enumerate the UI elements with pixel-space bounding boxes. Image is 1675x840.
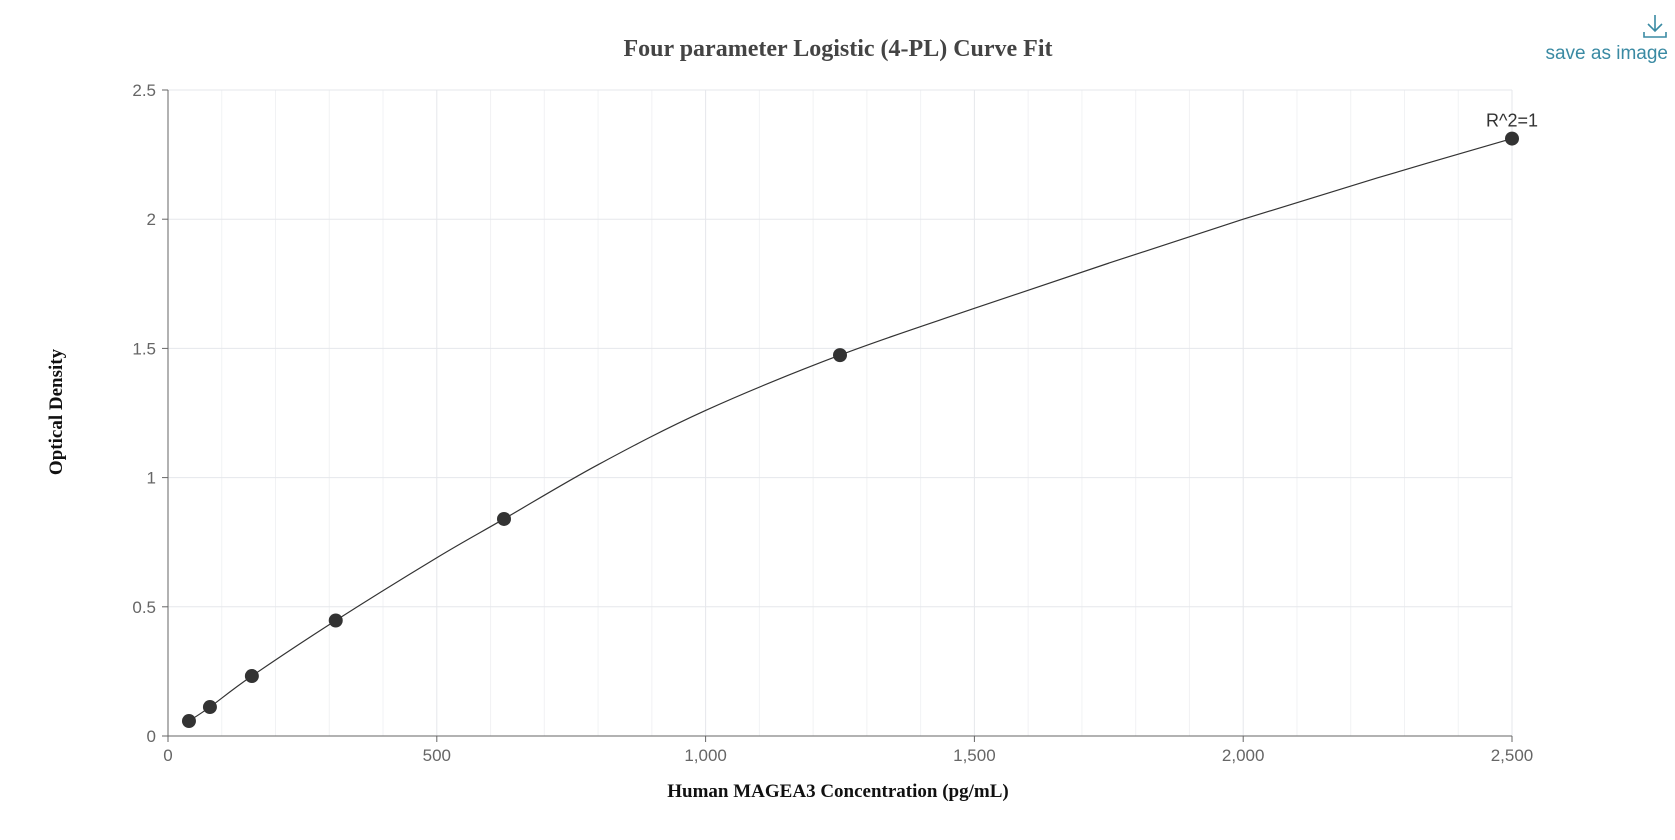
y-tick-label: 1 xyxy=(147,469,156,488)
x-axis-ticks: 0 500 1,000 1,500 2,000 2,500 xyxy=(163,736,1533,765)
data-point xyxy=(244,669,259,684)
x-tick-label: 1,000 xyxy=(684,746,727,765)
x-tick-label: 0 xyxy=(163,746,172,765)
data-point xyxy=(328,613,343,628)
y-axis-title: Optical Density xyxy=(46,348,67,475)
chart-title: Four parameter Logistic (4-PL) Curve Fit xyxy=(623,36,1052,62)
fit-curve-line xyxy=(188,138,1513,722)
minor-grid xyxy=(221,90,1459,736)
y-tick-label: 0 xyxy=(147,727,156,746)
save-as-image-label[interactable]: save as image xyxy=(1545,43,1668,64)
y-axis-ticks: 0 0.5 1 1.5 2 2.5 xyxy=(132,81,168,746)
data-points xyxy=(181,131,1519,729)
save-as-image-button[interactable]: save as image xyxy=(1545,15,1668,64)
y-tick-label: 0.5 xyxy=(132,598,156,617)
data-point xyxy=(202,700,217,715)
download-icon[interactable] xyxy=(1643,15,1667,38)
x-tick-label: 500 xyxy=(423,746,451,765)
x-tick-label: 1,500 xyxy=(953,746,996,765)
data-point xyxy=(181,714,196,729)
y-tick-label: 2 xyxy=(147,210,156,229)
data-point xyxy=(1505,131,1519,146)
x-axis-title: Human MAGEA3 Concentration (pg/mL) xyxy=(667,781,1008,802)
major-grid xyxy=(167,89,1513,737)
x-tick-label: 2,500 xyxy=(1491,746,1534,765)
y-tick-label: 1.5 xyxy=(132,339,156,358)
y-tick-label: 2.5 xyxy=(132,81,156,100)
data-point xyxy=(497,511,511,526)
axes xyxy=(167,90,1512,737)
data-point xyxy=(833,348,847,363)
x-tick-label: 2,000 xyxy=(1222,746,1265,765)
r-squared-annotation: R^2=1 xyxy=(1486,111,1538,131)
